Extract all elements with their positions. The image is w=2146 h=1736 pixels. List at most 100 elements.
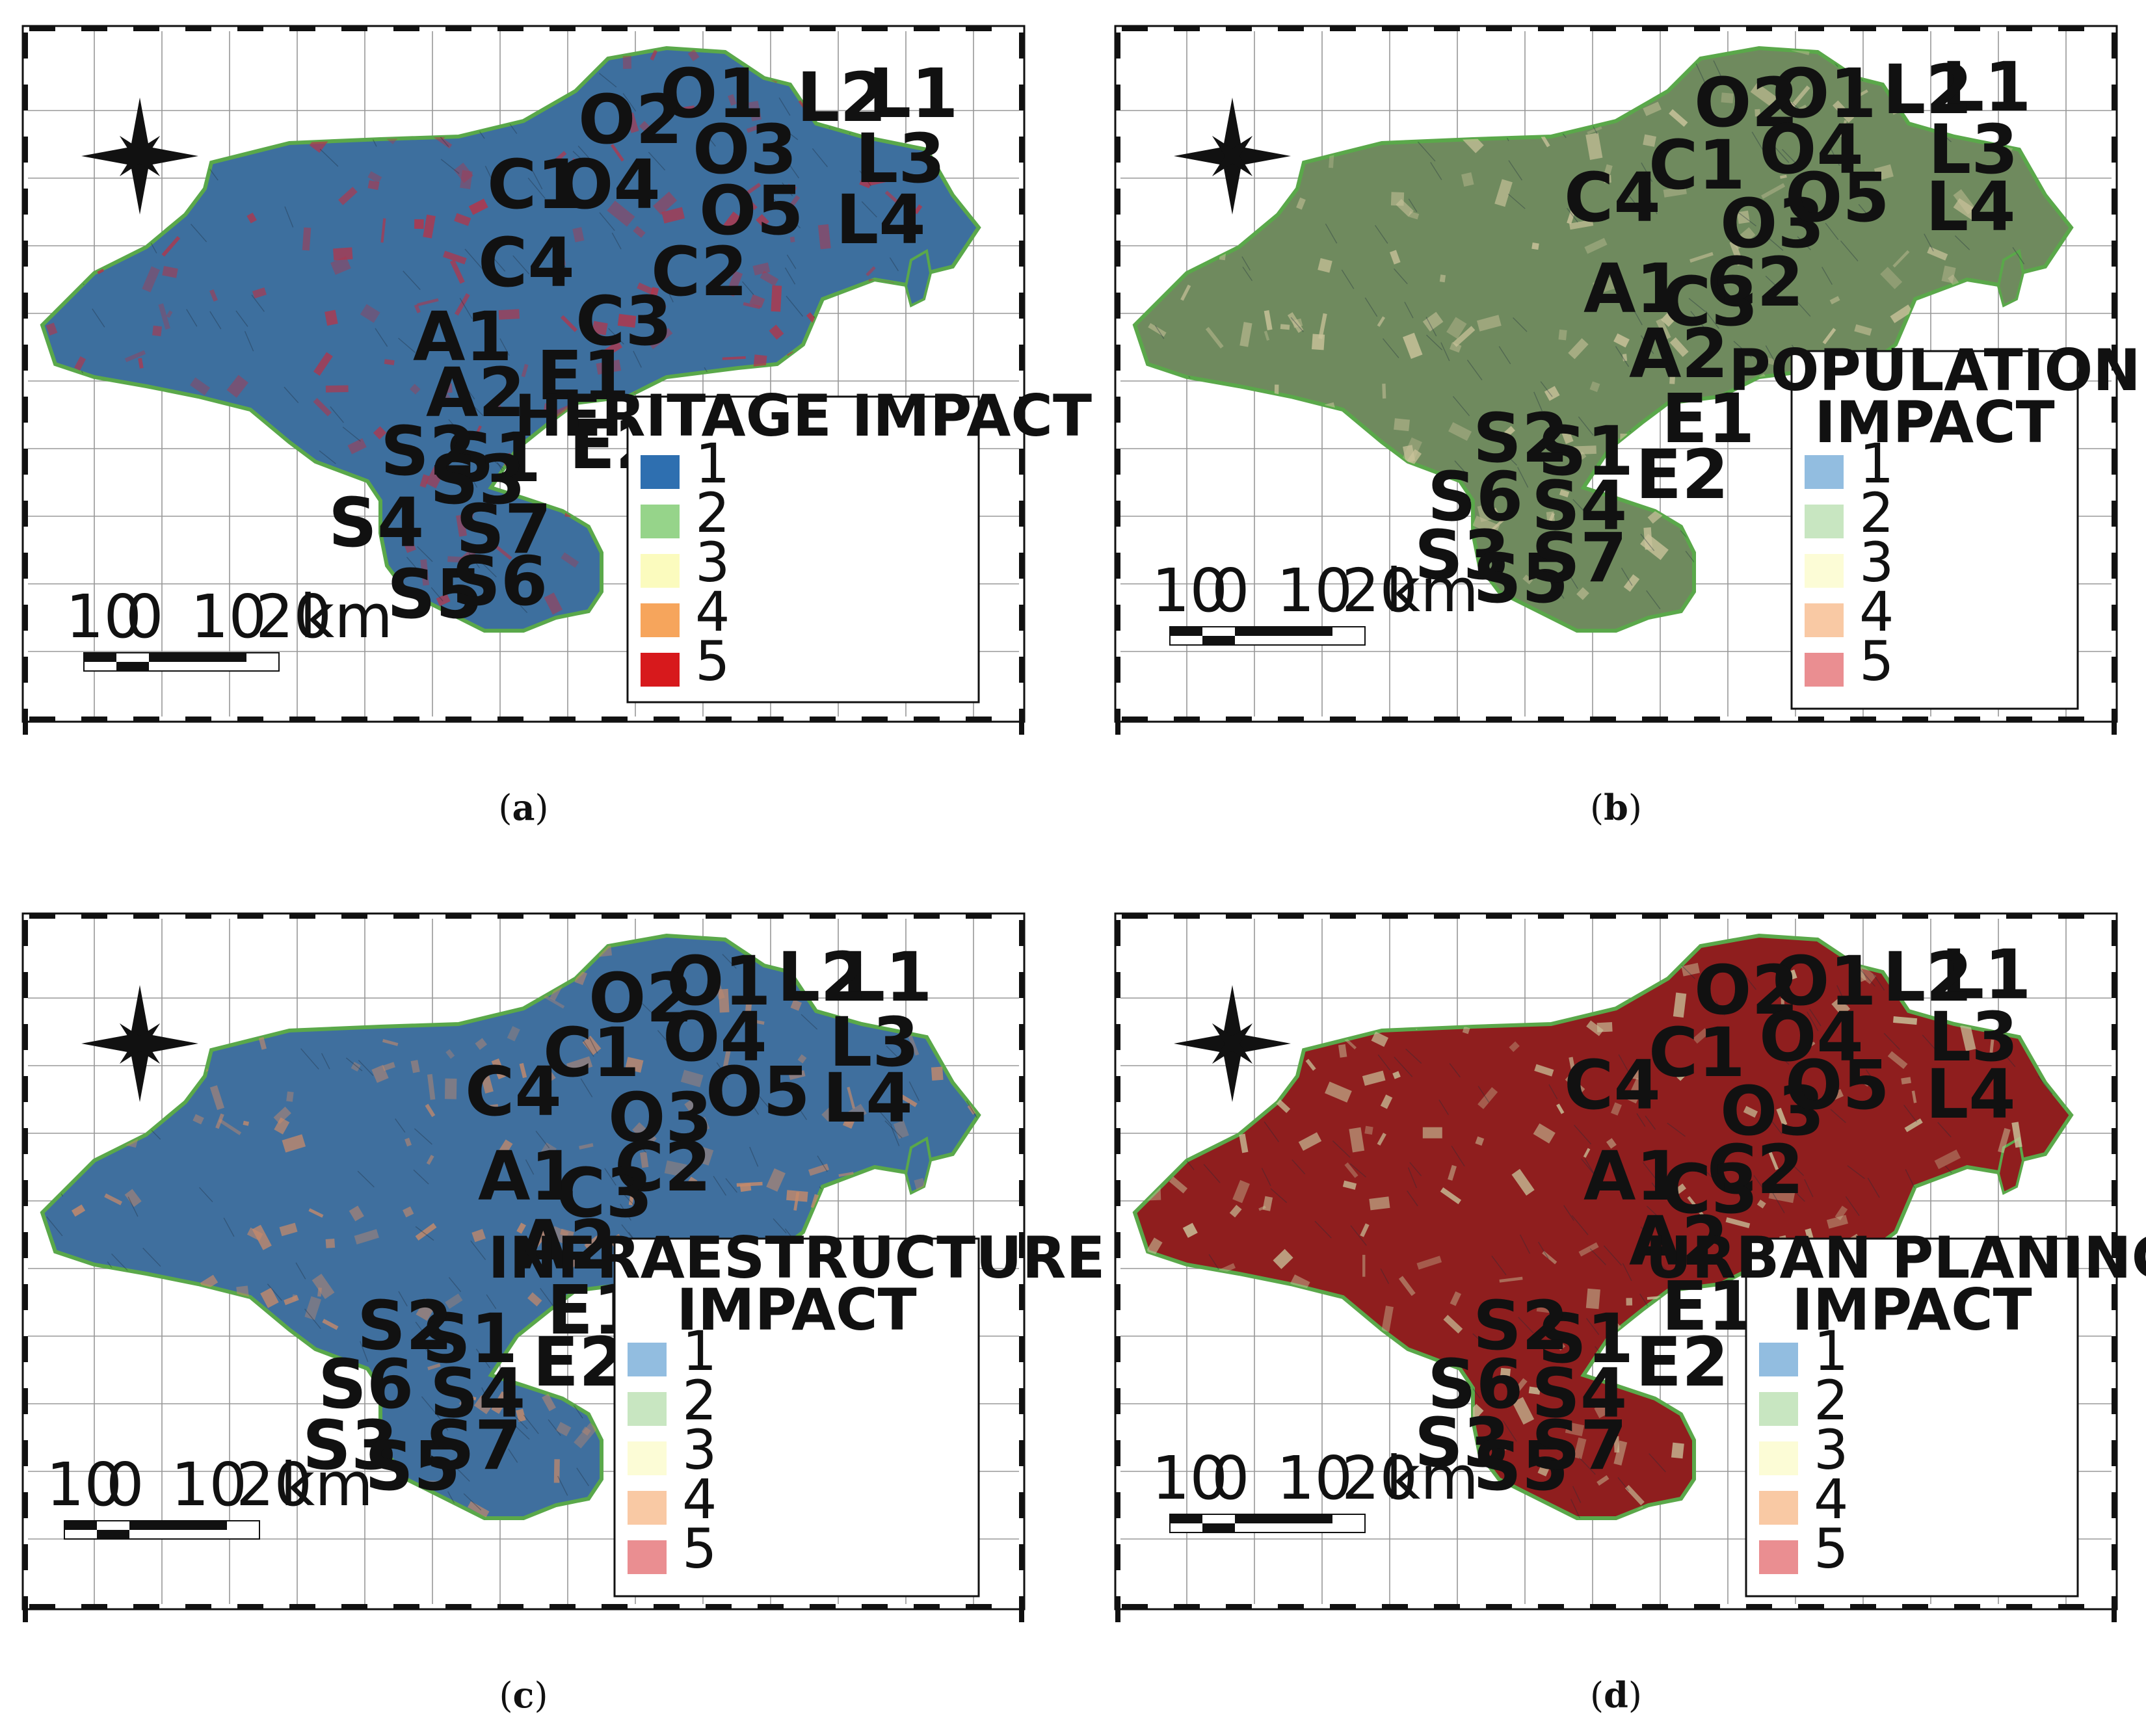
- site-label-o5: O5: [699, 171, 804, 250]
- site-label-c2: C2: [1707, 243, 1804, 322]
- scale-tick-label: 0: [126, 582, 164, 651]
- site-label-s4: S4: [1531, 466, 1627, 546]
- legend-swatch: [641, 554, 680, 588]
- site-label-o2: O2: [1694, 63, 1799, 142]
- site-label-e1: E1: [1662, 379, 1755, 458]
- legend-class-label: 2: [695, 481, 730, 545]
- scale-tick-label: 10: [1277, 556, 1353, 625]
- scale-tick-label: 20: [236, 1450, 312, 1519]
- scale-tick-label: 10: [1152, 1443, 1228, 1513]
- scale-unit-label: km: [1386, 1443, 1479, 1513]
- site-label-c4: C4: [1564, 1046, 1661, 1125]
- site-label-c3: C3: [576, 282, 672, 361]
- map-panel-c: O1 O2 O3 O4 O5 L1 L2 L3 L4 C1 C2 C3 C4 A1 A2 E1 E2 S1 S2 S3…: [16, 907, 1106, 1622]
- north-arrow-icon: [1174, 98, 1291, 215]
- site-label-c4: C4: [478, 223, 575, 302]
- site-label-a2: A2: [1629, 314, 1729, 393]
- site-label-s2: S2: [1473, 399, 1569, 478]
- site-label-s5: S5: [365, 1427, 460, 1506]
- site-label-s4: S4: [328, 483, 424, 562]
- map-panel-b: O1 O2 O3 O4 O5 L1 L2 L3 L4 C1 C2 C3 C4 A1 A2 E1 E2 S1 S2 S3…: [1109, 20, 2141, 735]
- site-label-o3: O3: [693, 110, 797, 189]
- legend-swatch: [1759, 1392, 1798, 1426]
- north-arrow-icon: [81, 98, 198, 215]
- scale-tick-label: 10: [1152, 556, 1228, 625]
- site-label-o4: O4: [1759, 997, 1864, 1077]
- site-label-s1: S1: [422, 1299, 518, 1378]
- site-label-c1: C1: [487, 145, 584, 224]
- north-arrow-icon: [81, 985, 198, 1102]
- legend-title: IMPACT: [1814, 389, 2054, 456]
- site-label-o5: O5: [1785, 158, 1890, 237]
- site-label-a2: A2: [517, 1205, 616, 1285]
- legend-class-label: 5: [1859, 629, 1894, 693]
- scale-tick-label: 10: [171, 1450, 247, 1519]
- scale-tick-label: 10: [1277, 1443, 1353, 1513]
- site-label-l3: L3: [1928, 997, 2019, 1077]
- caption-c: (c): [499, 1674, 548, 1716]
- legend-class-label: 3: [1859, 531, 1894, 594]
- legend-class-label: 2: [1814, 1369, 1848, 1432]
- legend-swatch: [1759, 1540, 1798, 1574]
- scale-tick-label: 10: [46, 1450, 122, 1519]
- site-label-e1: E1: [536, 336, 629, 415]
- scale-tick-label: 0: [1212, 1443, 1250, 1513]
- legend-title: HERITAGE IMPACT: [514, 382, 1092, 449]
- site-label-l4: L4: [836, 180, 926, 259]
- site-label-c1: C1: [1649, 1013, 1745, 1092]
- site-label-o1: O1: [1772, 54, 1877, 133]
- legend-swatch: [641, 455, 680, 489]
- site-label-o1: O1: [660, 54, 765, 133]
- site-label-s2: S2: [357, 1286, 453, 1365]
- site-label-s3: S3: [1414, 516, 1510, 595]
- legend-swatch: [1759, 1343, 1798, 1376]
- region-map: [40, 46, 981, 633]
- legend-class-label: 3: [695, 531, 730, 594]
- legend-swatch: [1805, 554, 1844, 588]
- legend-swatch: [628, 1540, 667, 1574]
- legend-swatch: [641, 653, 680, 687]
- site-label-s5: S5: [1473, 539, 1569, 618]
- legend-title: POPULATION: [1729, 337, 2141, 404]
- site-label-c2: C2: [615, 1127, 711, 1207]
- site-label-s6: S6: [318, 1345, 414, 1424]
- site-label-s1: S1: [1538, 412, 1634, 491]
- site-label-e2: E2: [533, 1322, 626, 1402]
- site-label-e2: E2: [1636, 435, 1729, 514]
- site-label-o4: O4: [663, 997, 767, 1077]
- site-label-o1: O1: [667, 941, 771, 1021]
- site-label-l1: L1: [1941, 47, 2032, 127]
- site-label-c3: C3: [1662, 262, 1758, 341]
- site-label-s6: S6: [452, 542, 548, 621]
- site-label-s6: S6: [1427, 1345, 1523, 1424]
- legend-swatch: [628, 1491, 667, 1525]
- legend-class-label: 1: [695, 432, 730, 495]
- site-label-e2: E2: [1636, 1322, 1729, 1402]
- map-panel-d: O1 O2 O3 O4 O5 L1 L2 L3 L4 C1 C2 C3 C4 A1 A2 E1 E2 S1 S2 S3…: [1109, 907, 2146, 1622]
- site-label-l4: L4: [1926, 1055, 2016, 1134]
- site-label-a1: A1: [1583, 249, 1683, 328]
- site-label-a2: A2: [1629, 1202, 1729, 1281]
- site-label-l2: L2: [797, 58, 887, 137]
- legend-class-label: 4: [1859, 580, 1894, 644]
- scale-unit-label: km: [1386, 556, 1479, 625]
- site-label-l2: L2: [1883, 938, 1973, 1017]
- site-label-a1: A1: [413, 297, 512, 376]
- site-label-o3: O3: [1720, 184, 1825, 263]
- site-label-l1: L1: [1941, 935, 2032, 1014]
- site-label-s1: S1: [1538, 1299, 1634, 1378]
- scale-unit-label: km: [280, 1450, 373, 1519]
- scale-tick-label: 20: [1342, 1443, 1418, 1513]
- scale-tick-label: 0: [1212, 556, 1250, 625]
- site-label-s3: S3: [430, 440, 525, 519]
- site-label-s5: S5: [1473, 1427, 1569, 1506]
- legend-swatch: [1759, 1491, 1798, 1525]
- legend-swatch: [641, 603, 680, 637]
- north-arrow-icon: [1174, 985, 1291, 1102]
